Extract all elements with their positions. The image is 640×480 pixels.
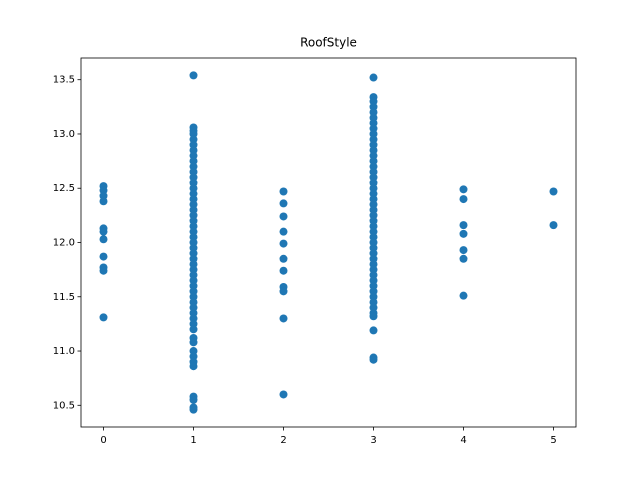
- point: [189, 71, 198, 80]
- point: [459, 246, 468, 255]
- point: [189, 338, 198, 347]
- x-tick-label: 0: [100, 435, 106, 446]
- point: [459, 185, 468, 194]
- point: [369, 73, 378, 82]
- point: [279, 199, 288, 208]
- y-tick-label: 13.0: [53, 129, 75, 140]
- point: [189, 362, 198, 371]
- point: [189, 395, 198, 404]
- point: [279, 266, 288, 275]
- point: [279, 254, 288, 263]
- point: [99, 227, 108, 236]
- y-tick-label: 10.5: [53, 400, 75, 411]
- point: [99, 197, 108, 206]
- x-tick-label: 5: [550, 435, 556, 446]
- x-tick-label: 4: [460, 435, 466, 446]
- plot-frame: [80, 57, 577, 428]
- point: [279, 227, 288, 236]
- x-tick-label: 2: [280, 435, 286, 446]
- point: [369, 326, 378, 335]
- point: [99, 235, 108, 244]
- point: [549, 221, 558, 230]
- x-tick-label: 1: [190, 435, 196, 446]
- point: [279, 314, 288, 323]
- point: [99, 313, 108, 322]
- y-tick-label: 13.5: [53, 75, 75, 86]
- y-tick-label: 11.5: [53, 292, 75, 303]
- point: [279, 187, 288, 196]
- point: [189, 325, 198, 334]
- point: [279, 287, 288, 296]
- x-tick-label: 3: [370, 435, 376, 446]
- point: [279, 239, 288, 248]
- point: [99, 266, 108, 275]
- point: [459, 195, 468, 204]
- y-tick-label: 12.5: [53, 183, 75, 194]
- point: [459, 221, 468, 230]
- point: [279, 212, 288, 221]
- chart-title: RoofStyle: [300, 36, 357, 50]
- y-tick-label: 12.0: [53, 238, 75, 249]
- point: [459, 254, 468, 263]
- point: [279, 390, 288, 399]
- point: [369, 355, 378, 364]
- point: [459, 229, 468, 238]
- point: [189, 405, 198, 414]
- y-tick-label: 11.0: [53, 346, 75, 357]
- point: [459, 291, 468, 300]
- point: [369, 312, 378, 321]
- point: [99, 252, 108, 261]
- point: [549, 187, 558, 196]
